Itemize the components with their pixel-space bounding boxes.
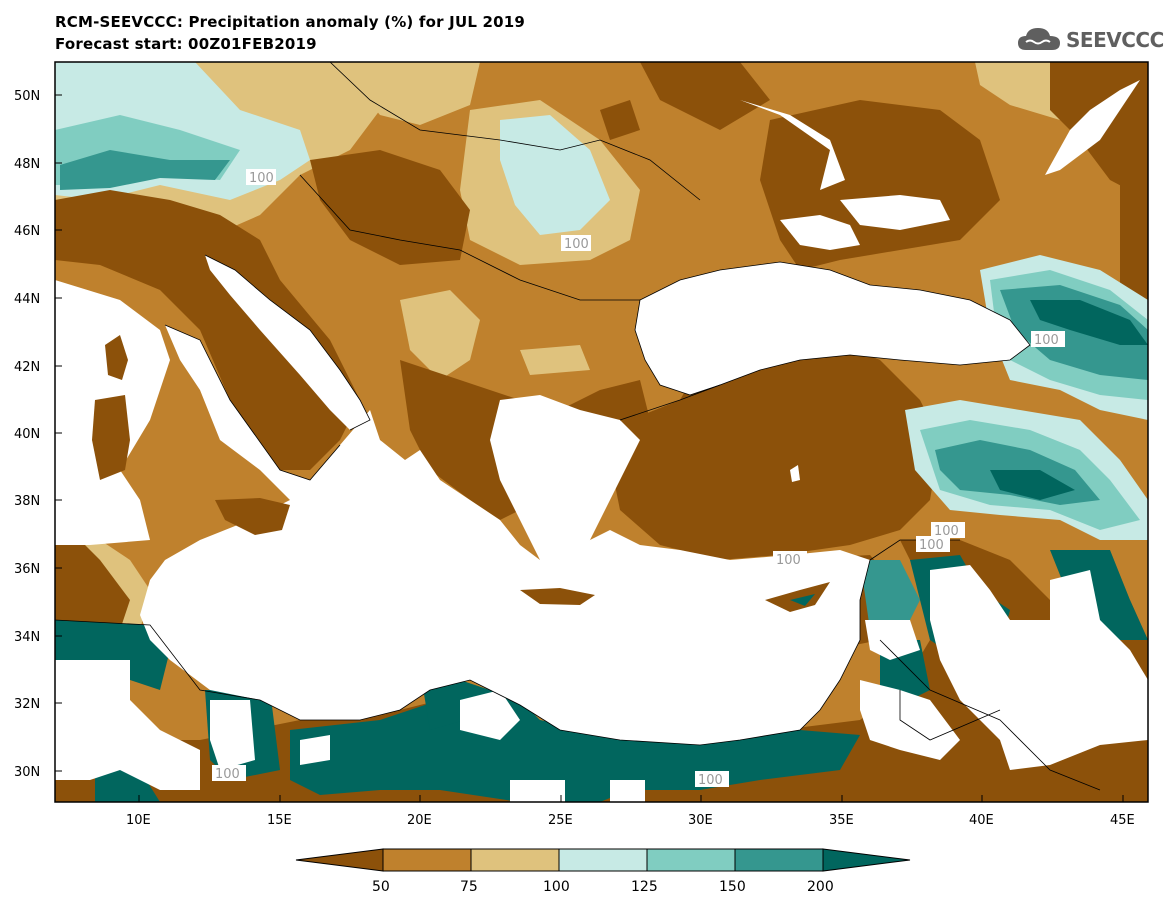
map-title: RCM-SEEVCCC: Precipitation anomaly (%) f… bbox=[55, 13, 526, 31]
lon-tick-label: 45E bbox=[1110, 813, 1135, 828]
lon-tick-label: 30E bbox=[688, 813, 713, 828]
contour-labels: 100 100 100 100 100 100 100 100 bbox=[212, 169, 1065, 788]
colorbar-segment bbox=[295, 848, 384, 872]
colorbar-label: 125 bbox=[631, 879, 658, 895]
colorbar-segment bbox=[470, 848, 560, 872]
colorbar-segment bbox=[646, 848, 736, 872]
lon-tick-label: 20E bbox=[407, 813, 432, 828]
logo-text: SEEVCCC bbox=[1066, 28, 1164, 52]
lat-tick-label: 36N bbox=[14, 562, 40, 577]
colorbar-labels: 50 75 100 125 150 200 bbox=[372, 879, 834, 895]
lon-tick-label: 10E bbox=[126, 813, 151, 828]
contour-label: 100 bbox=[776, 553, 801, 568]
lat-tick-label: 50N bbox=[14, 89, 40, 104]
contour-label: 100 bbox=[564, 237, 589, 252]
colorbar-legend bbox=[295, 848, 911, 872]
colorbar-segment bbox=[822, 848, 911, 872]
colorbar-label: 150 bbox=[719, 879, 746, 895]
colorbar-label: 75 bbox=[460, 879, 478, 895]
contour-label: 100 bbox=[215, 767, 240, 782]
lat-tick-label: 42N bbox=[14, 360, 40, 375]
seevccc-logo: SEEVCCC bbox=[1016, 22, 1164, 58]
lat-tick-label: 32N bbox=[14, 697, 40, 712]
map-field bbox=[55, 62, 1148, 802]
colorbar-segment bbox=[558, 848, 648, 872]
colorbar-label: 200 bbox=[807, 879, 834, 895]
longitude-axis: 10E 15E 20E 25E 30E 35E 40E 45E bbox=[126, 795, 1135, 828]
lon-tick-label: 40E bbox=[969, 813, 994, 828]
colorbar-label: 100 bbox=[543, 879, 570, 895]
contour-label: 100 bbox=[1034, 333, 1059, 348]
colorbar-segment bbox=[734, 848, 824, 872]
lat-tick-label: 40N bbox=[14, 427, 40, 442]
lat-tick-label: 46N bbox=[14, 224, 40, 239]
lat-tick-label: 38N bbox=[14, 494, 40, 509]
lat-tick-label: 30N bbox=[14, 765, 40, 780]
lat-tick-label: 34N bbox=[14, 630, 40, 645]
lon-tick-label: 15E bbox=[267, 813, 292, 828]
colorbar-label: 50 bbox=[372, 879, 390, 895]
lon-tick-label: 25E bbox=[548, 813, 573, 828]
contour-label: 100 bbox=[919, 538, 944, 553]
map-frame bbox=[54, 61, 1149, 803]
lat-tick-label: 44N bbox=[14, 292, 40, 307]
forecast-start-label: Forecast start: 00Z01FEB2019 bbox=[55, 35, 317, 53]
contour-label: 100 bbox=[934, 524, 959, 539]
cloud-icon bbox=[1018, 28, 1060, 50]
lat-tick-label: 48N bbox=[14, 157, 40, 172]
contour-label: 100 bbox=[698, 773, 723, 788]
lon-tick-label: 35E bbox=[829, 813, 854, 828]
contour-label: 100 bbox=[249, 171, 274, 186]
colorbar-segment bbox=[382, 848, 472, 872]
latitude-axis: 50N 48N 46N 44N 42N 40N 38N 36N 34N 32N … bbox=[14, 89, 62, 780]
